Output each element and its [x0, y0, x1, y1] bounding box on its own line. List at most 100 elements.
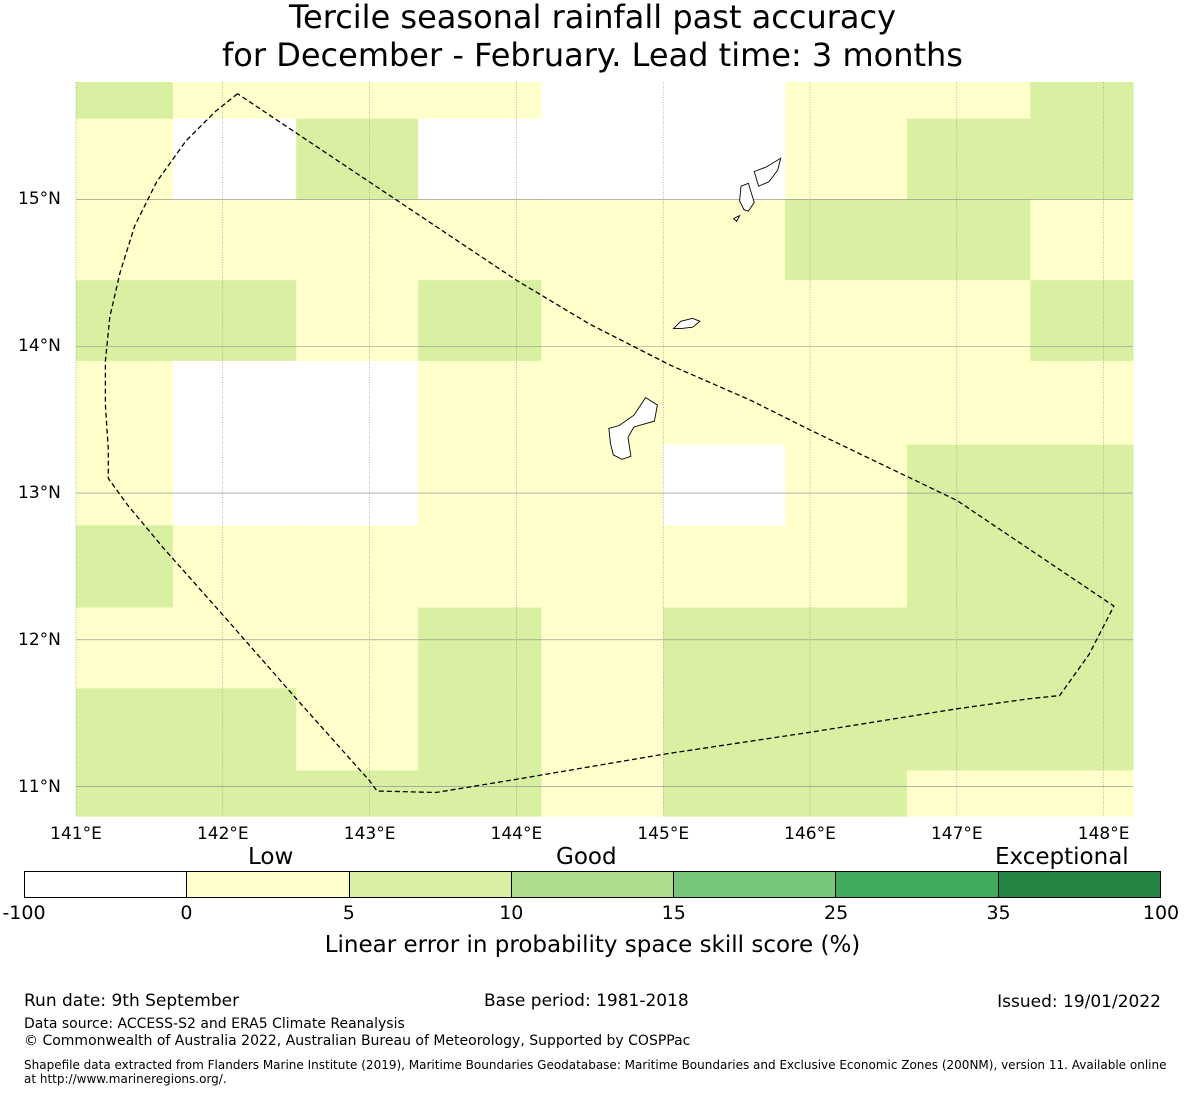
skill-grid-cell	[1030, 360, 1134, 446]
colorbar-tick: -100	[2, 902, 46, 924]
skill-grid-cell	[785, 770, 908, 817]
skill-grid-cell	[172, 199, 297, 281]
skill-grid-cell	[541, 607, 664, 689]
skill-grid-cell	[541, 82, 664, 120]
skill-grid-cell	[1030, 607, 1134, 689]
lon-tick-label: 147°E	[930, 824, 983, 844]
lon-tick-label: 141°E	[50, 824, 102, 844]
skill-grid-cell	[1030, 444, 1134, 526]
skill-grid-cell	[418, 280, 542, 362]
island-outline	[608, 396, 658, 460]
copyright: © Commonwealth of Australia 2022, Austra…	[24, 1033, 691, 1049]
islands	[608, 157, 782, 460]
skill-grid-cell	[1030, 770, 1134, 817]
skill-grid-cell	[906, 82, 1031, 120]
skill-grid-cell	[906, 360, 1031, 446]
skill-grid-cell	[785, 280, 908, 362]
lon-tick-label: 145°E	[637, 824, 690, 844]
skill-grid-cell	[663, 118, 786, 200]
skill-grid-cell	[76, 280, 174, 362]
skill-grid-cell	[172, 607, 297, 689]
skill-grid-cell	[76, 360, 174, 446]
skill-grid-cell	[172, 444, 297, 526]
skill-grid-cell	[906, 607, 1031, 689]
island-outline	[753, 157, 782, 187]
skill-grid-cell	[418, 82, 542, 120]
colorbar-segment	[998, 872, 1160, 897]
skill-grid-cell	[172, 360, 297, 446]
skill-grid-cell	[1030, 525, 1134, 609]
skill-grid-cell	[785, 360, 908, 446]
skill-grid-cell	[172, 770, 297, 817]
skill-grid-cell	[1030, 199, 1134, 281]
colorbar-segment	[349, 872, 512, 897]
skill-grid-cell	[663, 199, 786, 281]
skill-grid-cell	[785, 688, 908, 772]
shapefile-credit-line-1: Shapefile data extracted from Flanders M…	[24, 1058, 1167, 1072]
skill-grid-cell	[663, 688, 786, 772]
skill-grid-cell	[906, 118, 1031, 200]
skill-grid-cell	[906, 688, 1031, 772]
skill-grid-cell	[76, 688, 174, 772]
skill-grid-cell	[541, 199, 664, 281]
skill-grid-cell	[663, 770, 786, 817]
lat-tick-label: 13°N	[18, 483, 61, 504]
skill-grid-cell	[418, 770, 542, 817]
skill-grid-cell	[785, 525, 908, 609]
skill-grid-cell	[76, 770, 174, 817]
skill-grid-cell	[663, 444, 786, 526]
colorbar-word-low: Low	[248, 844, 294, 870]
skill-grid-cell	[785, 199, 908, 281]
skill-grid-cell	[76, 118, 174, 200]
skill-grid-cell	[172, 688, 297, 772]
skill-grid-cell	[76, 82, 174, 120]
skill-grid-cell	[541, 280, 664, 362]
colorbar-tick: 15	[661, 902, 686, 924]
lat-tick-label: 11°N	[18, 776, 61, 797]
skill-grid-cell	[1030, 280, 1134, 362]
skill-grid-cell	[76, 444, 174, 526]
map-title-line-1: Tercile seasonal rainfall past accuracy	[288, 0, 897, 36]
skill-grid-cell	[906, 280, 1031, 362]
skill-grid-cell	[906, 525, 1031, 609]
run-date: Run date: 9th September	[24, 991, 240, 1011]
skill-grid-cell	[418, 688, 542, 772]
skill-grid-cell	[785, 118, 908, 200]
lon-tick-label: 144°E	[490, 824, 543, 844]
skill-grid-cell	[541, 770, 664, 817]
skill-grid-cell	[296, 607, 419, 689]
graticule-lines	[75, 82, 1133, 816]
skill-grid-cell	[541, 118, 664, 200]
skill-grid-cell	[172, 118, 297, 200]
skill-grid-cell	[541, 688, 664, 772]
skill-grid-cell	[418, 444, 542, 526]
colorbar-label: Linear error in probability space skill …	[324, 932, 861, 958]
lat-tick-label: 15°N	[18, 189, 61, 210]
island-outline	[732, 214, 741, 223]
colorbar-tick: 100	[1142, 902, 1180, 924]
shapefile-credit-line-2: at http://www.marineregions.org/.	[24, 1072, 227, 1086]
skill-grid-cell	[906, 770, 1031, 817]
skill-grid-cell	[296, 770, 419, 817]
skill-grid-cell	[541, 525, 664, 609]
issued-date: Issued: 19/01/2022	[997, 992, 1161, 1012]
island-outline	[739, 182, 755, 212]
skill-grid-cell	[418, 118, 542, 200]
base-period: Base period: 1981-2018	[484, 991, 689, 1011]
lon-tick-label: 143°E	[343, 824, 396, 844]
skill-grid-cell	[76, 525, 174, 609]
data-source: Data source: ACCESS-S2 and ERA5 Climate …	[24, 1016, 405, 1032]
colorbar-word-exceptional: Exceptional	[995, 844, 1129, 870]
skill-grid-cell	[663, 82, 786, 120]
skill-grid-cell	[418, 360, 542, 446]
skill-grid-cell	[76, 607, 174, 689]
colorbar-segment	[25, 872, 188, 897]
colorbar-tick: 35	[986, 902, 1011, 924]
island-outline	[672, 317, 701, 330]
skill-grid-cell	[296, 280, 419, 362]
skill-grid-cell	[663, 525, 786, 609]
skill-grid-cell	[541, 444, 664, 526]
colorbar-tick: 25	[824, 902, 849, 924]
skill-grid-cell	[418, 607, 542, 689]
skill-grid-cell	[663, 607, 786, 689]
